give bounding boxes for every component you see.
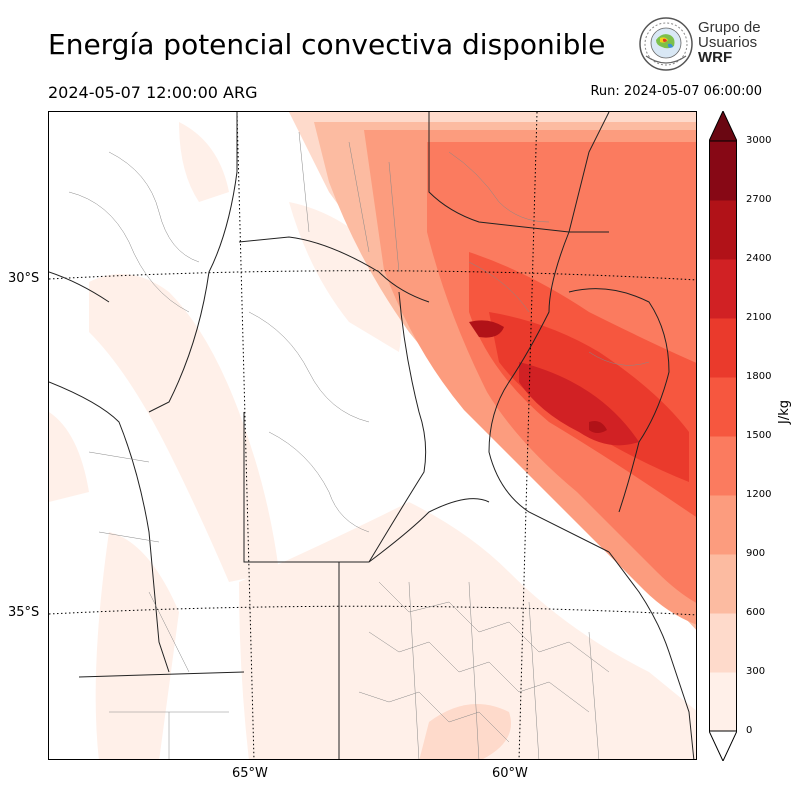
colorbar-band [709,613,737,673]
valid-time: 2024-05-07 12:00:00 ARG [48,83,258,102]
wrf-group-logo: Grupo de Usuarios WRF [638,16,762,72]
colorbar-tick-label: 1200 [746,489,772,500]
logo-line-3: WRF [698,49,733,66]
department-borders [68,131,650,759]
colorbar-tick-label: 2400 [746,253,772,264]
colorbar-band [709,672,737,732]
colorbar-band [709,259,737,319]
lat-label-35s: 35°S [8,605,40,620]
colorbar-tick-label: 0 [746,725,753,736]
colorbar-tick-label: 3000 [746,135,772,146]
graticule [49,112,696,759]
colorbar-tick-label: 900 [746,548,766,559]
colorbar [709,111,737,761]
lon-label-65w: 65°W [232,766,268,781]
logo-text: Grupo de Usuarios WRF [698,20,761,65]
colorbar-band [709,377,737,437]
colorbar-extend-max [709,111,737,142]
province-borders [49,112,670,759]
map-canvas [49,112,696,759]
cape-low-patches [49,122,696,759]
lat-label-30s: 30°S [8,271,40,286]
colorbar-outline [709,140,737,732]
logo-line-2: Usuarios [698,34,758,51]
globe-seal-icon [639,17,693,71]
colorbar-band [709,495,737,555]
colorbar-band [709,200,737,260]
colorbar-extend-min [709,730,737,761]
run-time: Run: 2024-05-07 06:00:00 [590,84,762,99]
colorbar-tick-label: 1800 [746,371,772,382]
colorbar-tick-label: 2100 [746,312,772,323]
colorbar-tick-label: 1500 [746,430,772,441]
colorbar-band [709,554,737,614]
colorbar-tick-label: 300 [746,666,766,677]
logo-line-1: Grupo de [698,19,761,36]
cape-map[interactable] [48,111,697,760]
colorbar-tick-label: 2700 [746,194,772,205]
colorbar-band [709,318,737,378]
colorbar-tick-label: 600 [746,607,766,618]
colorbar-unit: J/kg [777,400,792,424]
colorbar-band [709,141,737,201]
colorbar-bands [709,141,737,732]
colorbar-band [709,436,737,496]
coastline [608,551,695,759]
lon-label-60w: 60°W [492,766,528,781]
map-title: Energía potencial convectiva disponible [48,28,606,61]
